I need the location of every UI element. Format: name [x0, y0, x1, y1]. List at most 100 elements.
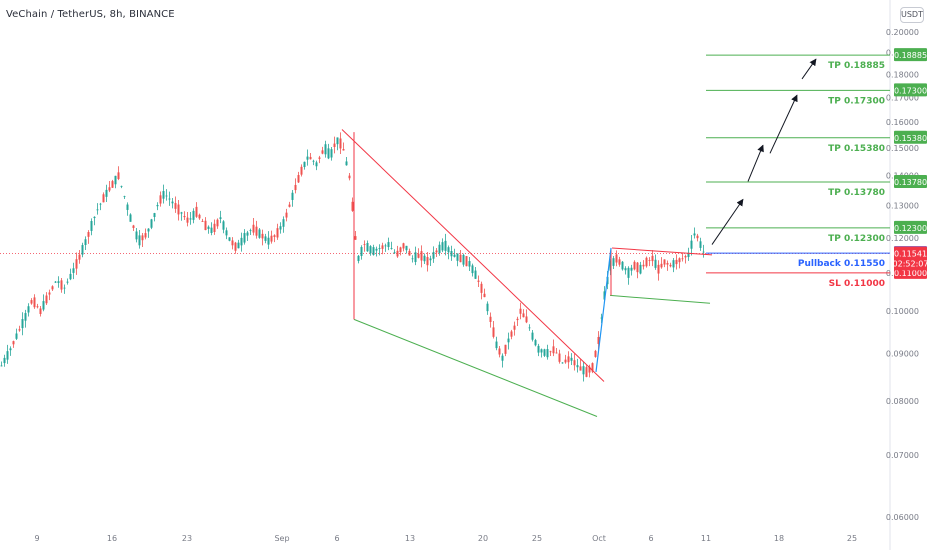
last-price-badge [894, 246, 927, 271]
candle-body [360, 247, 363, 256]
candle-body [285, 212, 288, 218]
projection-arrow[interactable] [769, 94, 798, 154]
candle-body [249, 230, 252, 232]
candle-body [174, 203, 177, 209]
candle-body [177, 204, 180, 215]
candle-body [456, 253, 459, 261]
candle-body [657, 264, 660, 274]
candle-body [639, 264, 642, 274]
candle-body [234, 242, 237, 251]
candle-body [144, 233, 147, 238]
candle-body [342, 149, 345, 151]
candle-body [117, 172, 120, 180]
candle-body [294, 184, 297, 191]
chart-title: VeChain / TetherUS, 8h, BINANCE [6, 9, 175, 20]
candle-body [477, 280, 480, 282]
candle-body [684, 256, 687, 258]
candle-body [585, 367, 588, 377]
y-tick-label: 0.09000 [886, 350, 919, 359]
candle-body [636, 262, 639, 273]
candle-body [672, 260, 675, 268]
x-tick-label: Sep [274, 534, 289, 543]
candle-body [624, 268, 627, 271]
wedge-upper-trendline[interactable] [341, 129, 605, 382]
x-tick-label: 6 [334, 534, 339, 543]
y-tick-label: 0.20000 [886, 28, 919, 37]
candle-body [72, 268, 75, 273]
projection-arrow[interactable] [747, 144, 764, 182]
candle-body [81, 245, 84, 255]
price-badge [894, 175, 927, 189]
candle-body [288, 204, 291, 207]
candle-body [525, 316, 528, 323]
candle-body [531, 332, 534, 340]
candle-body [693, 233, 696, 236]
y-tick-label: 0.15000 [886, 144, 919, 153]
candle-body [231, 240, 234, 246]
candle-body [3, 357, 6, 364]
projection-arrow[interactable] [801, 58, 817, 80]
candle-body [186, 217, 189, 223]
candle-body [24, 313, 27, 321]
price-badge [894, 220, 927, 234]
candle-body [372, 247, 375, 255]
candle-body [135, 231, 138, 240]
candle-body [39, 308, 42, 314]
pullback-upper-line[interactable] [611, 247, 713, 256]
y-tick-label: 0.17000 [886, 93, 919, 102]
currency-unit-button[interactable]: USDT [900, 7, 924, 23]
candle-body [180, 212, 183, 214]
price-badge-text: 0.11000 [894, 269, 927, 278]
candle-body [594, 350, 597, 357]
x-tick-label: 16 [107, 534, 117, 543]
candle-body [378, 248, 381, 249]
candle-body [63, 287, 66, 289]
candle-body [420, 251, 423, 261]
candle-body [507, 338, 510, 343]
candle-body [615, 254, 618, 263]
target-level-label: TP 0.15380 [828, 144, 885, 154]
candle-body [321, 150, 324, 154]
candle-body [105, 189, 108, 197]
candle-body [327, 148, 330, 159]
candle-body [150, 219, 153, 228]
y-tick-label: 0.18000 [886, 70, 919, 79]
candle-body [501, 355, 504, 361]
candle-body [66, 281, 69, 283]
candle-body [540, 349, 543, 353]
candle-body [21, 319, 24, 329]
candle-body [651, 255, 654, 262]
candle-body [369, 246, 372, 254]
candle-body [462, 254, 465, 265]
candle-body [240, 237, 243, 246]
impulse-trendline[interactable] [595, 247, 612, 373]
candle-body [111, 181, 114, 188]
target-level-label: Pullback 0.11550 [798, 259, 885, 269]
candle-body [225, 230, 228, 236]
wedge-lower-trendline[interactable] [353, 318, 598, 417]
candle-body [408, 250, 411, 256]
pullback-lower-line[interactable] [609, 294, 711, 304]
x-tick-label: 23 [182, 534, 192, 543]
candle-body [654, 259, 657, 268]
candle-body [627, 267, 630, 278]
candle-body [687, 252, 690, 258]
candle-body [120, 185, 123, 187]
candle-body [666, 262, 669, 265]
candle-body [228, 237, 231, 241]
x-tick-label: 18 [774, 534, 784, 543]
candle-body [396, 250, 399, 257]
candle-body [522, 313, 525, 318]
candle-body [510, 331, 513, 337]
candle-body [516, 318, 519, 321]
candle-body [237, 242, 240, 249]
projection-arrow[interactable] [711, 198, 744, 245]
candle-body [30, 300, 33, 304]
candle-body [15, 333, 18, 339]
candle-body [324, 144, 327, 155]
candle-body [681, 258, 684, 260]
candle-body [126, 204, 129, 210]
candle-body [147, 228, 150, 232]
candle-body [207, 226, 210, 229]
